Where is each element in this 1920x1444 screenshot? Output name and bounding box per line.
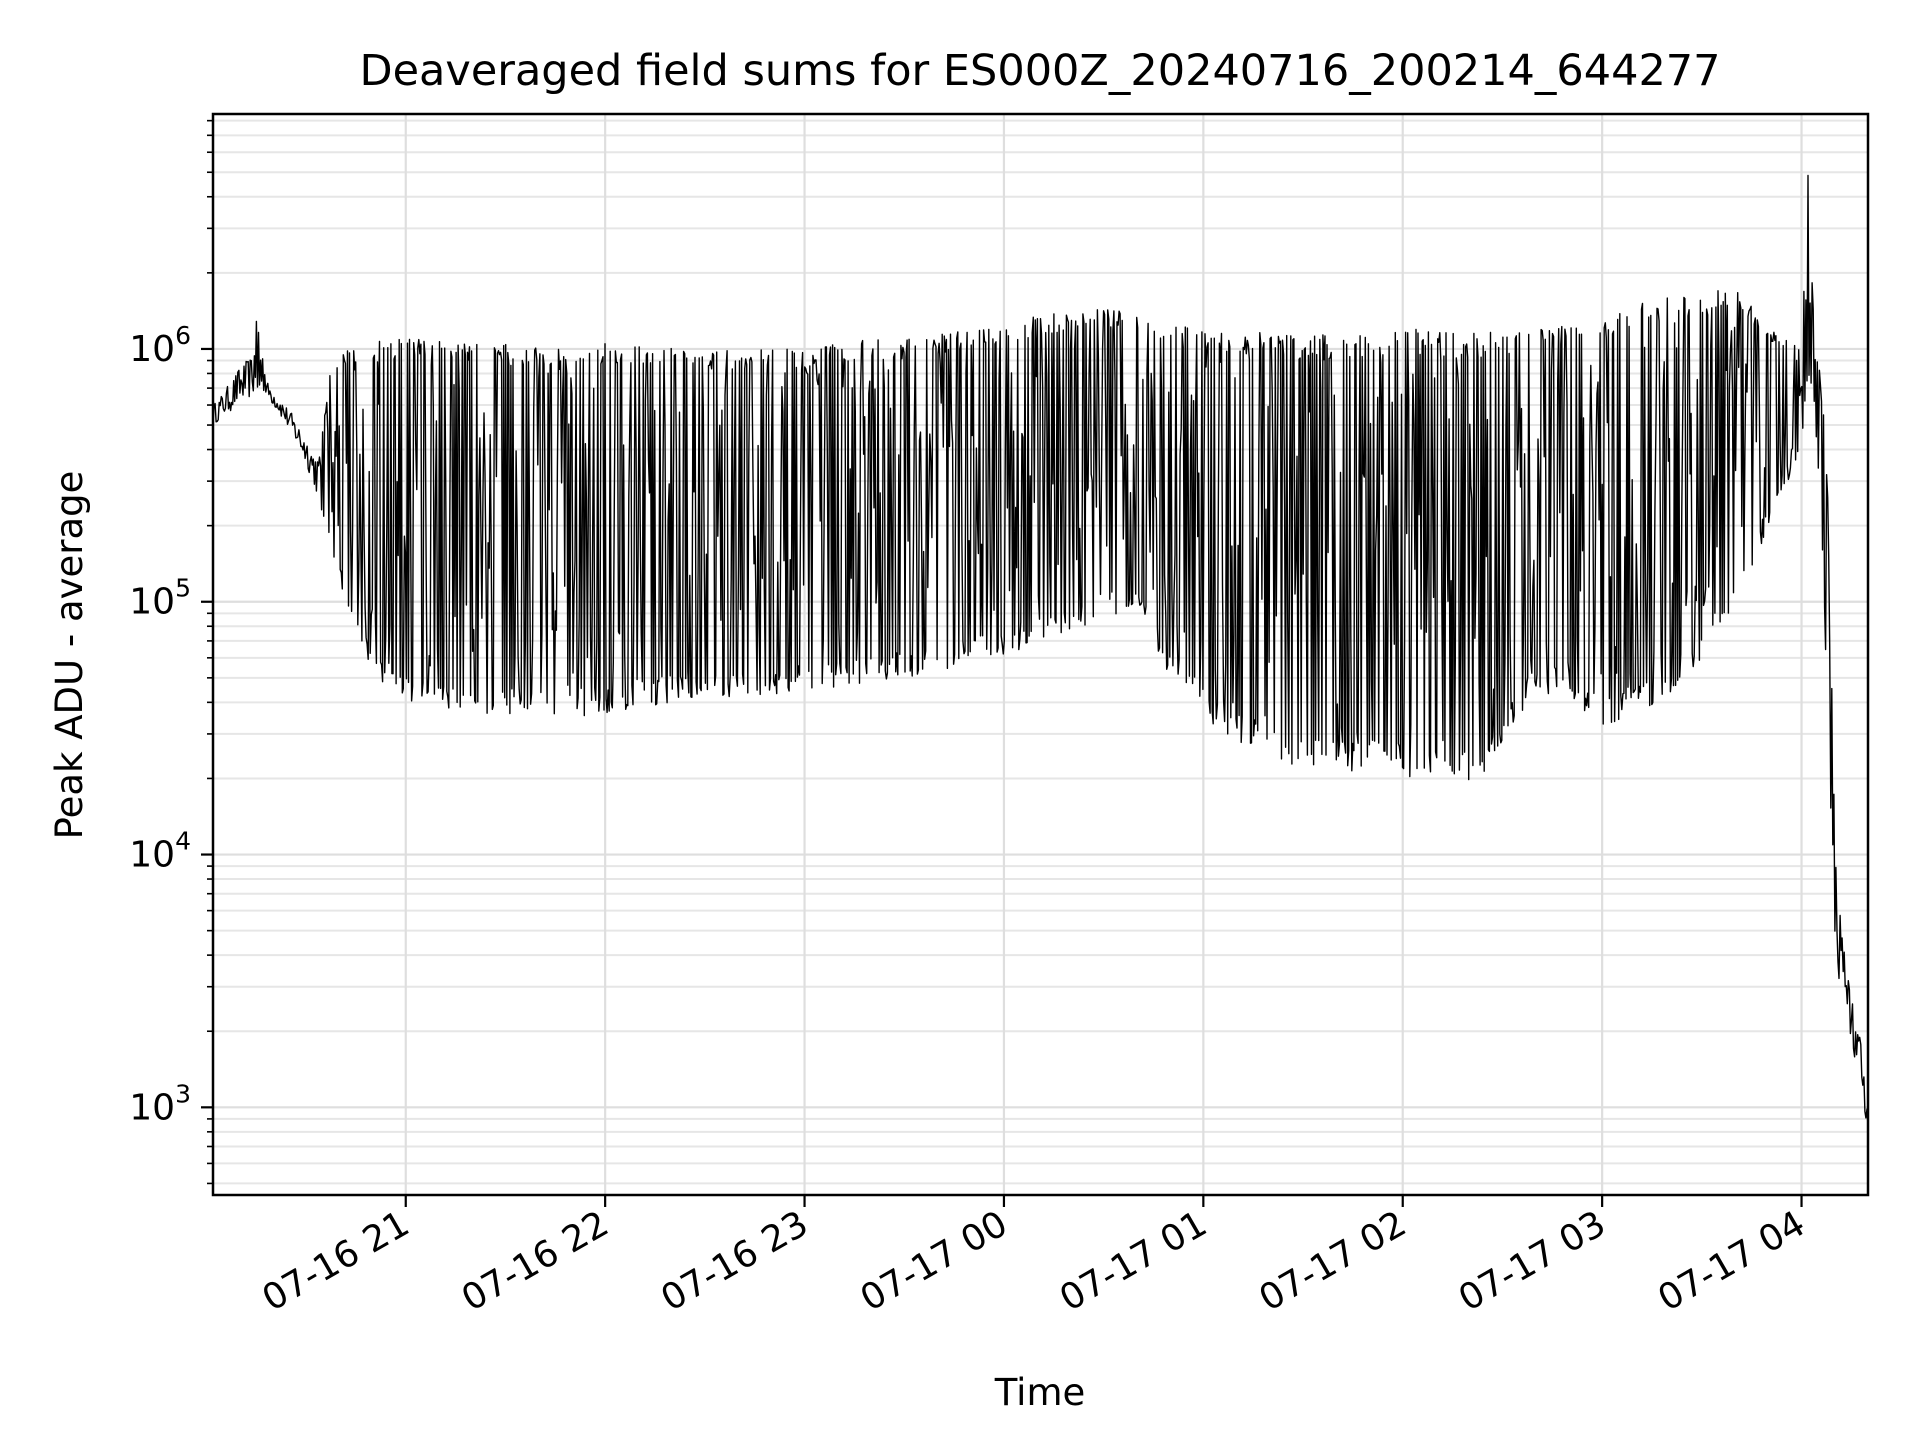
- x-tick-label: 07-16 21: [256, 1203, 417, 1319]
- x-tick-label: 07-17 00: [854, 1203, 1015, 1319]
- x-tick-label: 07-16 23: [654, 1203, 815, 1319]
- plot-area-frame: [211, 112, 1870, 1197]
- chart-title: Deaveraged field sums for ES000Z_2024071…: [359, 46, 1720, 96]
- y-axis-ticks: 103 104 105 106: [129, 119, 213, 1185]
- x-tick-label: 07-17 03: [1452, 1203, 1613, 1319]
- x-tick-label: 07-17 04: [1651, 1203, 1812, 1319]
- major-gridlines: [213, 114, 1868, 1195]
- x-axis-ticks: 07-16 21 07-16 22 07-16 23 07-17 00 07-17 01…: [256, 1195, 1812, 1320]
- y-tick-label: 105: [129, 574, 191, 623]
- y-tick-label-exponent: 4: [175, 827, 191, 856]
- y-tick-label: 106: [129, 321, 191, 370]
- y-tick-label-exponent: 6: [175, 321, 191, 350]
- y-axis-label: Peak ADU - average: [48, 471, 91, 840]
- series-line: [212, 174, 1869, 1127]
- y-tick-label-exponent: 3: [175, 1079, 191, 1108]
- x-tick-label: 07-17 01: [1053, 1203, 1214, 1319]
- y-tick-label: 104: [129, 827, 191, 876]
- x-tick-label: 07-17 02: [1253, 1203, 1414, 1319]
- x-tick-label: 07-16 22: [455, 1203, 616, 1319]
- data-layer: [212, 174, 1869, 1127]
- y-tick-label-exponent: 5: [175, 574, 191, 603]
- y-tick-label: 103: [129, 1079, 191, 1128]
- x-axis-label: Time: [994, 1371, 1086, 1414]
